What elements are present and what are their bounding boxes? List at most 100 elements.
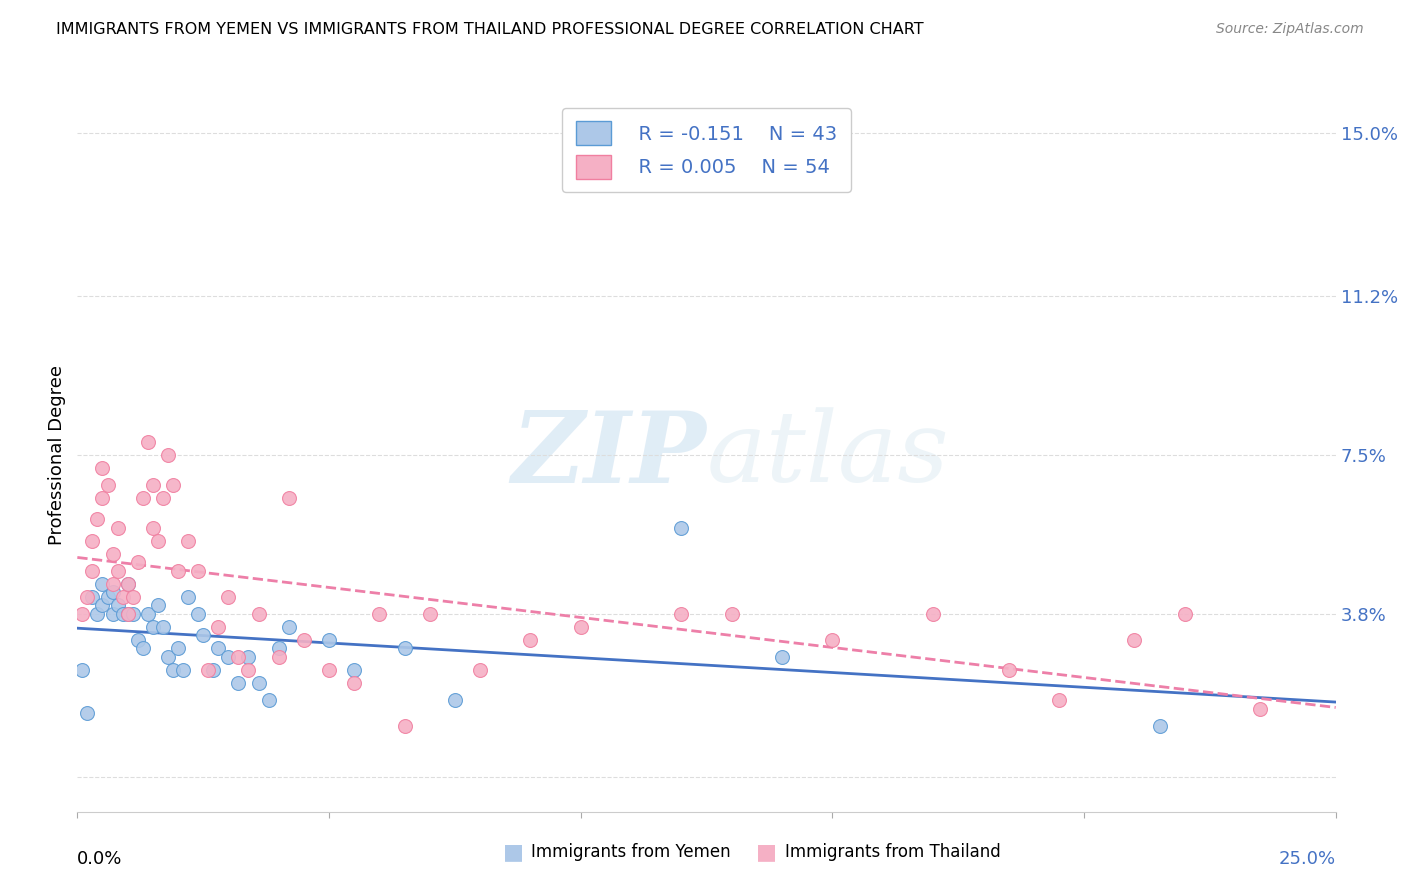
Point — [177, 590, 200, 604]
Point — [247, 675, 270, 690]
Point — [117, 577, 139, 591]
Point — [127, 632, 149, 647]
Point — [107, 564, 129, 578]
Text: 25.0%: 25.0% — [1278, 850, 1336, 869]
Point — [121, 590, 143, 604]
Point — [671, 521, 693, 535]
Point — [720, 607, 742, 621]
Point — [468, 663, 491, 677]
Point — [671, 607, 693, 621]
Point — [142, 620, 165, 634]
Point — [292, 632, 315, 647]
Point — [187, 564, 209, 578]
Point — [207, 620, 229, 634]
Point — [82, 590, 104, 604]
Point — [82, 564, 104, 578]
Point — [152, 491, 174, 505]
Point — [91, 599, 114, 613]
Text: Immigrants from Thailand: Immigrants from Thailand — [785, 843, 1000, 861]
Point — [121, 607, 143, 621]
Text: IMMIGRANTS FROM YEMEN VS IMMIGRANTS FROM THAILAND PROFESSIONAL DEGREE CORRELATIO: IMMIGRANTS FROM YEMEN VS IMMIGRANTS FROM… — [56, 22, 924, 37]
Point — [136, 607, 159, 621]
Point — [142, 478, 165, 492]
Point — [368, 607, 391, 621]
Point — [217, 590, 239, 604]
Point — [82, 533, 104, 548]
Point — [1149, 719, 1171, 733]
Point — [343, 663, 366, 677]
Point — [86, 607, 108, 621]
Text: atlas: atlas — [707, 408, 949, 502]
Point — [111, 590, 134, 604]
Point — [191, 628, 215, 642]
Legend:   R = -0.151    N = 43,   R = 0.005    N = 54: R = -0.151 N = 43, R = 0.005 N = 54 — [562, 108, 851, 193]
Point — [202, 663, 225, 677]
Point — [228, 650, 250, 665]
Point — [91, 491, 114, 505]
Point — [187, 607, 209, 621]
Text: 0.0%: 0.0% — [77, 850, 122, 869]
Point — [162, 663, 184, 677]
Point — [86, 512, 108, 526]
Point — [101, 547, 124, 561]
Point — [152, 620, 174, 634]
Point — [228, 675, 250, 690]
Point — [136, 435, 159, 450]
Text: Immigrants from Yemen: Immigrants from Yemen — [531, 843, 731, 861]
Point — [72, 663, 94, 677]
Point — [72, 607, 94, 621]
Point — [419, 607, 441, 621]
Point — [569, 620, 592, 634]
Point — [96, 478, 118, 492]
Point — [444, 693, 467, 707]
Point — [101, 577, 124, 591]
Point — [96, 590, 118, 604]
Point — [107, 521, 129, 535]
Text: ■: ■ — [756, 842, 776, 862]
Point — [267, 641, 290, 656]
Point — [76, 706, 98, 720]
Point — [156, 650, 179, 665]
Point — [1047, 693, 1070, 707]
Point — [267, 650, 290, 665]
Point — [238, 650, 260, 665]
Text: ZIP: ZIP — [512, 407, 707, 503]
Point — [132, 641, 155, 656]
Point — [394, 719, 416, 733]
Point — [1123, 632, 1146, 647]
Point — [247, 607, 270, 621]
Point — [343, 675, 366, 690]
Point — [922, 607, 945, 621]
Point — [167, 564, 190, 578]
Point — [217, 650, 239, 665]
Point — [257, 693, 280, 707]
Point — [117, 607, 139, 621]
Point — [519, 632, 541, 647]
Point — [238, 663, 260, 677]
Point — [76, 590, 98, 604]
Point — [117, 577, 139, 591]
Point — [770, 650, 793, 665]
Point — [132, 491, 155, 505]
Point — [146, 599, 169, 613]
Point — [146, 533, 169, 548]
Point — [101, 585, 124, 599]
Text: Source: ZipAtlas.com: Source: ZipAtlas.com — [1216, 22, 1364, 37]
Point — [142, 521, 165, 535]
Point — [318, 663, 340, 677]
Point — [91, 460, 114, 475]
Text: ■: ■ — [503, 842, 523, 862]
Point — [207, 641, 229, 656]
Y-axis label: Professional Degree: Professional Degree — [48, 365, 66, 545]
Point — [101, 607, 124, 621]
Point — [117, 607, 139, 621]
Point — [197, 663, 219, 677]
Point — [1249, 701, 1271, 715]
Point — [156, 448, 179, 462]
Point — [172, 663, 194, 677]
Point — [277, 491, 299, 505]
Point — [111, 607, 134, 621]
Point — [127, 555, 149, 569]
Point — [277, 620, 299, 634]
Point — [177, 533, 200, 548]
